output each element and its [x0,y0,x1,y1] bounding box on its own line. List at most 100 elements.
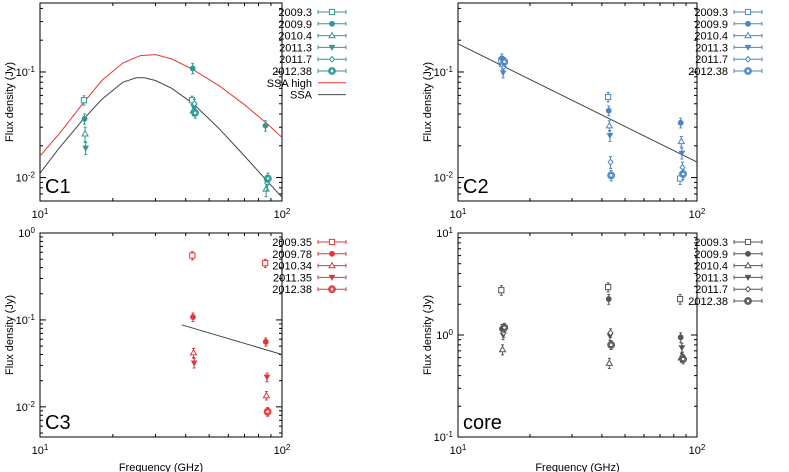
plot-area [181,251,282,417]
y-tick-label: 101 [436,226,453,240]
plot-area [458,43,697,185]
legend-marker [328,261,336,269]
y-axis-label: Flux density (Jy) [4,295,16,375]
y-tick-label: 10-2 [16,400,36,414]
legend-label: 2010.34 [272,261,312,273]
series-2009.9 [499,53,684,129]
y-axis-label: Flux density (Jy) [422,295,434,375]
series-2011.3 [499,67,686,160]
legend-label: 2010.4 [278,31,312,43]
x-axis-label: Frequency (GHz) [119,462,203,472]
series-2009.9 [499,293,684,343]
legend-label: 2009.9 [694,19,728,31]
data-point [189,348,198,356]
legend-label: 2012.38 [272,66,312,78]
legend-marker [746,69,750,73]
model-curve [181,324,282,355]
plot-frame [457,2,698,202]
legend-label: 2009.9 [278,19,312,31]
legend-marker [744,238,752,246]
legend-marker [744,274,752,281]
x-axis-label: Frequency (GHz) [535,462,619,472]
legend-label: 2012.38 [688,66,728,78]
series-2011.3 [499,330,686,354]
legend-marker [746,299,750,303]
legend-label: 2009.9 [694,249,728,261]
panel-label: C3 [45,412,71,434]
legend-label: 2011.7 [279,54,312,66]
series-2011.3 [82,102,271,189]
series-2009.35 [189,251,269,269]
legend-marker [330,288,334,291]
x-tick-label: 101 [450,207,467,221]
model-curve [458,43,697,163]
legend-label: SSA [290,90,313,102]
data-point [262,122,269,129]
series-2010.4 [81,105,270,198]
y-tick-label: 10-1 [16,65,36,79]
x-tick-label: 102 [689,443,706,457]
series-2009.3 [498,282,684,305]
data-point [262,391,271,399]
y-axis-label: Flux density (Jy) [422,62,434,142]
data-point [190,360,198,367]
data-point [191,100,198,108]
series-2012.38 [500,322,687,365]
data-point [262,338,269,345]
data-point [262,260,269,267]
data-point [681,357,685,361]
model-curve [40,54,282,157]
data-point [678,150,686,157]
data-point [81,115,88,122]
x-tick-label: 102 [274,443,291,457]
series-2011.7 [191,98,271,191]
legend-marker [328,238,336,246]
x-tick-label: 101 [32,443,49,457]
data-point [503,326,506,329]
data-point [503,60,506,63]
y-tick-label: 10-1 [16,313,36,327]
legend-marker [328,55,336,63]
series-2011.35 [190,357,271,383]
legend-label: 2012.38 [688,296,728,308]
y-axis-label: Flux density (Jy) [4,62,16,142]
series-2012.38 [191,107,272,185]
series-2012.38 [500,57,687,182]
legend-label: 2009.78 [272,249,312,261]
data-point [189,65,196,72]
legend: 2009.32009.92010.42011.32011.72012.38SSA… [267,7,347,102]
legend-label: 2011.7 [695,54,728,66]
data-point [606,133,614,140]
data-point [609,343,613,347]
y-tick-label: 100 [18,226,35,240]
legend-label: 2009.3 [694,237,728,249]
legend-label: 2012.38 [272,284,312,296]
x-tick-label: 101 [450,443,467,457]
legend-marker [329,250,335,257]
legend-marker [328,44,336,51]
model-curve [40,77,282,198]
data-point [189,252,196,259]
data-point [605,283,612,291]
panel-label: core [463,412,502,434]
series-2010.4 [498,59,686,148]
plot-area [40,54,282,198]
plot-frame [457,232,698,438]
plot-area [498,282,687,369]
legend-marker [744,44,752,51]
data-point [80,97,87,104]
series-2009.78 [190,312,269,347]
series-2010.34 [189,347,271,401]
legend-marker [744,55,752,63]
data-point [681,172,685,176]
series-2011.7 [500,328,686,362]
data-point [193,111,197,115]
data-point [605,296,612,302]
x-tick-label: 101 [32,207,49,221]
data-point [677,334,684,341]
